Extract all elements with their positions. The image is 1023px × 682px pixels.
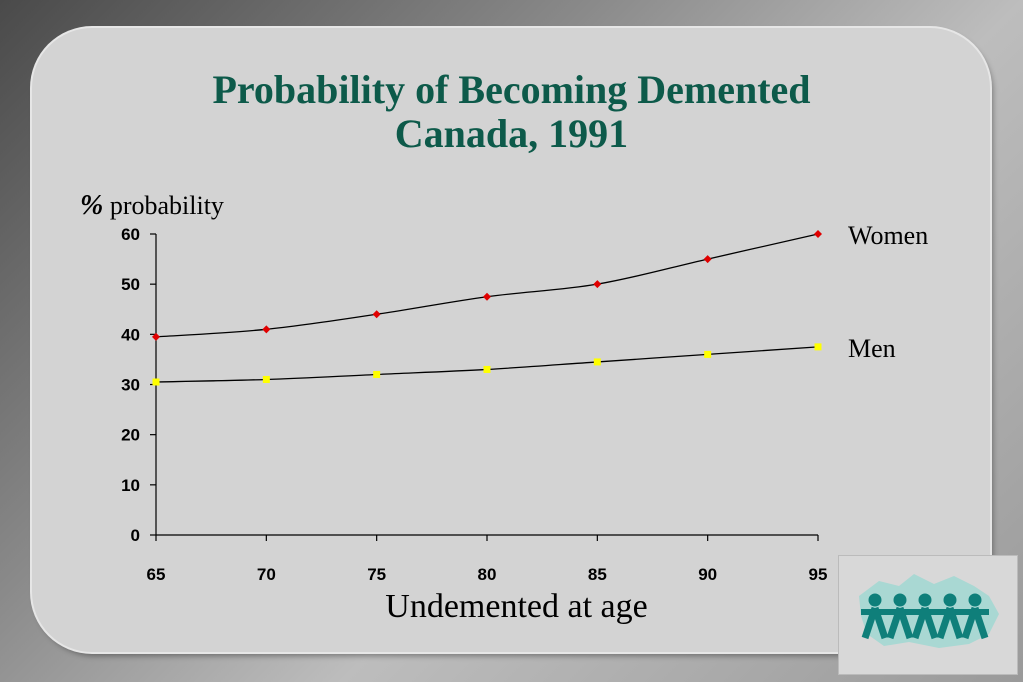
y-tick-label: 30	[121, 376, 140, 395]
data-point-men	[483, 365, 491, 373]
slide-panel	[32, 28, 990, 652]
x-tick-label: 65	[147, 565, 166, 584]
y-axis-label-symbol: %	[80, 190, 104, 221]
y-tick-label: 60	[121, 225, 140, 244]
data-point-women	[703, 255, 712, 264]
y-tick-label: 40	[121, 325, 140, 344]
x-tick-label: 70	[257, 565, 276, 584]
data-point-men	[704, 350, 712, 358]
x-tick-label: 95	[809, 565, 828, 584]
data-point-women	[593, 280, 602, 289]
y-tick-label: 20	[121, 426, 140, 445]
data-point-women	[483, 292, 491, 301]
logo	[838, 555, 1018, 675]
chart-title: Probability of Becoming Demented Canada,…	[0, 68, 1023, 156]
x-tick-label: 85	[588, 565, 607, 584]
data-point-men	[373, 370, 381, 378]
series-label-women: Women	[848, 221, 928, 250]
people-map-logo-icon	[859, 574, 999, 648]
y-tick-label: 10	[121, 476, 140, 495]
data-point-men	[152, 378, 160, 386]
x-axis-label: Undemented at age	[385, 588, 648, 625]
y-tick-label: 50	[121, 275, 140, 294]
chart-subtitle: Canada, 1991	[394, 111, 629, 156]
x-tick-label: 90	[698, 565, 717, 584]
data-point-men	[593, 358, 601, 366]
y-tick-label: 0	[131, 526, 140, 545]
series-label-men: Men	[848, 334, 896, 363]
x-tick-label: 75	[367, 565, 386, 584]
data-point-men	[262, 375, 270, 383]
data-point-women	[262, 325, 271, 334]
series-line-men	[155, 346, 819, 383]
series-line-women	[155, 233, 819, 338]
data-point-women	[152, 332, 160, 341]
x-tick-label: 80	[478, 565, 497, 584]
y-axis-label: % probability	[80, 190, 224, 222]
y-axis-label-text: probability	[109, 191, 224, 220]
data-point-men	[814, 343, 822, 351]
data-point-women	[372, 310, 381, 319]
data-point-women	[814, 230, 822, 238]
chart-title-line-1: Probability of Becoming Demented	[212, 67, 811, 112]
